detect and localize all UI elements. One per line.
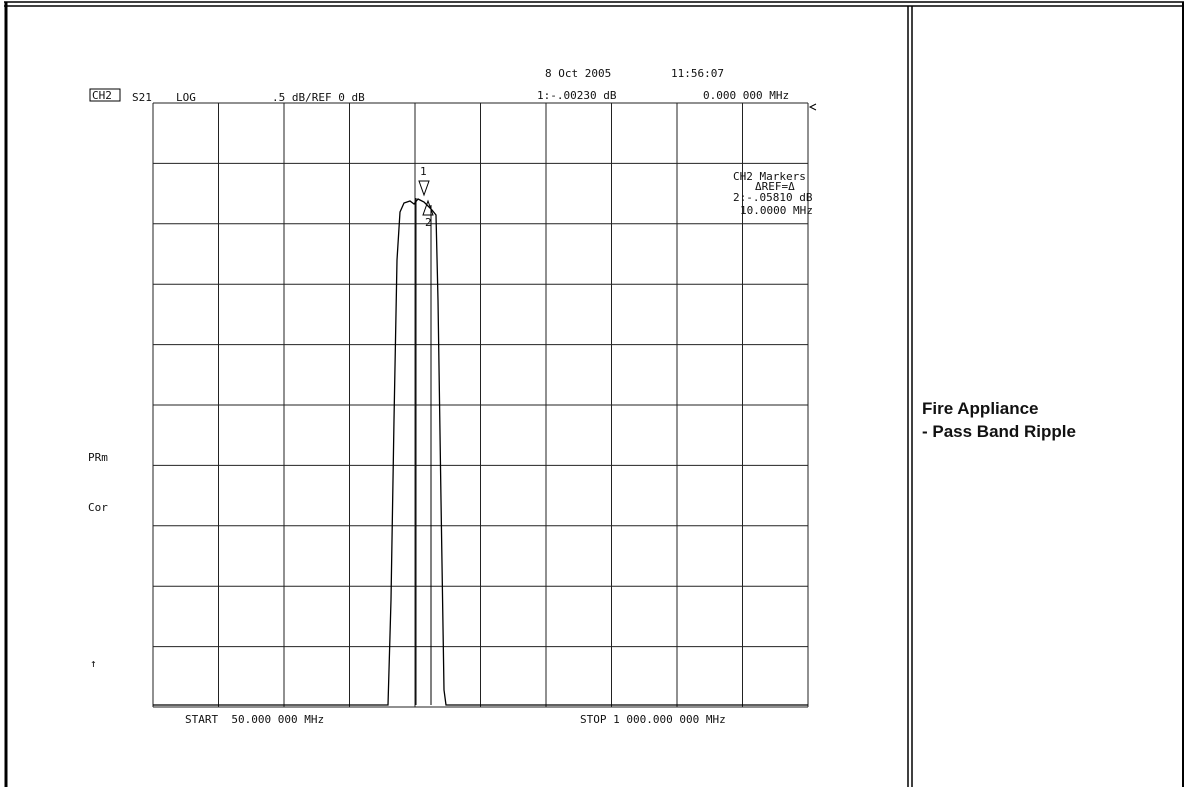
plot-grid — [152, 102, 809, 708]
channel-box — [89, 88, 121, 102]
marker-label: 2 — [425, 216, 432, 229]
marker-box-line: 10.0000 MHz — [740, 204, 813, 217]
stop-frequency: STOP 1 000.000 000 MHz — [580, 713, 726, 726]
scale: .5 dB/REF 0 dB — [272, 91, 365, 104]
date: 8 Oct 2005 — [545, 67, 611, 80]
marker-1 — [418, 180, 430, 197]
start-frequency: START 50.000 000 MHz — [185, 713, 324, 726]
marker-box-line: ΔREF=Δ — [755, 180, 795, 193]
marker-frequency: 0.000 000 MHz — [703, 89, 789, 102]
trace — [153, 198, 808, 706]
channel: CH2 — [92, 89, 112, 102]
marker-2 — [422, 199, 434, 216]
caption-line: Fire Appliance — [922, 399, 1039, 418]
caption-line: - Pass Band Ripple — [922, 422, 1076, 441]
ref-arrow — [808, 103, 817, 111]
annotation: PRm — [88, 451, 108, 464]
marker-label: 1 — [420, 165, 427, 178]
parameter: S21 — [132, 91, 152, 104]
annotation: Cor — [88, 501, 108, 514]
marker-box-line: 2:-.05810 dB — [733, 191, 813, 204]
table-borders — [4, 1, 1184, 787]
marker-box-line: CH2 Markers — [733, 170, 806, 183]
annotation: ↑ — [90, 657, 97, 670]
time: 11:56:07 — [671, 67, 724, 80]
format: LOG — [176, 91, 196, 104]
marker-readout: 1:-.00230 dB — [537, 89, 617, 102]
